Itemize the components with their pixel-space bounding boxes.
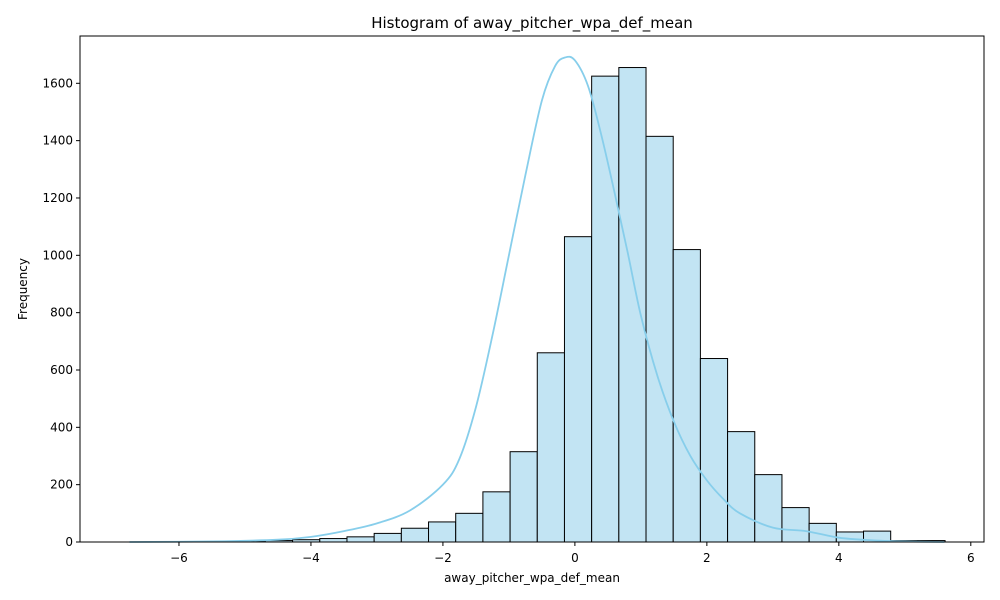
x-tick-label: 0	[571, 551, 579, 565]
histogram-bar	[591, 75, 620, 543]
histogram-bar	[645, 135, 674, 543]
y-axis-label: Frequency	[16, 258, 30, 320]
kde-curve	[129, 55, 945, 543]
y-tick-label: 0	[65, 535, 73, 549]
x-axis-label: away_pitcher_wpa_def_mean	[444, 571, 620, 585]
histogram-bar	[482, 491, 511, 543]
plot-frame	[79, 35, 985, 543]
histogram-bar	[835, 531, 865, 543]
y-tick-label: 1400	[42, 134, 73, 148]
histogram-bar	[400, 527, 430, 543]
histogram-bar	[672, 249, 701, 543]
histogram-bar	[618, 67, 647, 543]
y-tick-label: 600	[50, 363, 73, 377]
histogram-bar	[373, 532, 402, 543]
y-tick-label: 1600	[42, 76, 73, 90]
y-tick-label: 1000	[42, 248, 73, 262]
histogram-bar	[509, 451, 538, 543]
x-tick-label: 6	[967, 551, 975, 565]
x-ticks: −6 −4 −2 0 2 4 6	[170, 542, 975, 565]
x-tick-label: 2	[703, 551, 711, 565]
y-tick-label: 400	[50, 420, 73, 434]
chart-title: Histogram of away_pitcher_wpa_def_mean	[371, 14, 693, 33]
x-tick-label: −6	[170, 551, 188, 565]
x-tick-label: 4	[835, 551, 843, 565]
histogram-bar	[699, 358, 729, 543]
histogram-bar	[727, 431, 756, 543]
y-tick-label: 800	[50, 306, 73, 320]
histogram-bar	[563, 236, 593, 543]
histogram-bar	[428, 521, 457, 543]
y-ticks: 0 200 400 600 800 1000 1200 1400 1600	[42, 76, 80, 549]
bars-group	[210, 67, 946, 543]
histogram-bar	[781, 507, 810, 543]
x-tick-label: −2	[434, 551, 452, 565]
x-tick-label: −4	[302, 551, 320, 565]
histogram-bar	[346, 536, 375, 543]
histogram-bar	[319, 538, 348, 543]
histogram-bar	[754, 474, 783, 543]
histogram-bar	[536, 352, 565, 543]
y-tick-label: 200	[50, 478, 73, 492]
y-tick-label: 1200	[42, 191, 73, 205]
histogram-bar	[455, 512, 484, 543]
